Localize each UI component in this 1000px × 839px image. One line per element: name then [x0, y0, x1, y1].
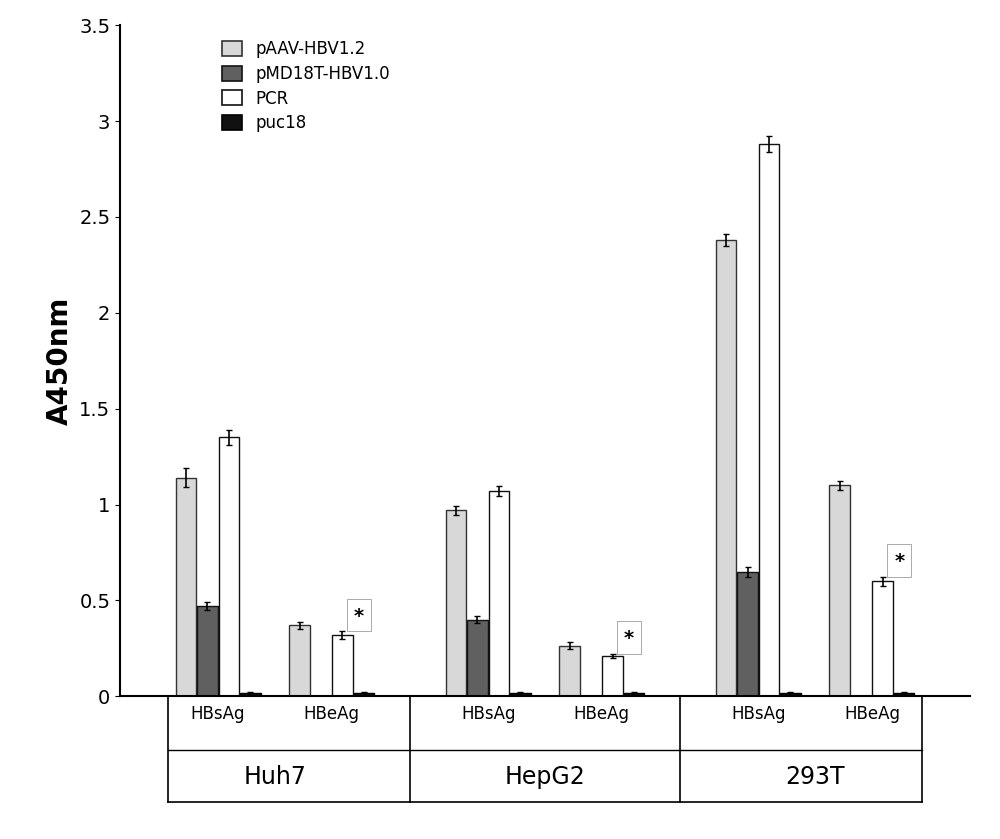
Bar	[219, 437, 239, 696]
FancyBboxPatch shape	[347, 598, 371, 631]
Text: HepG2: HepG2	[505, 765, 585, 789]
Text: Huh7: Huh7	[243, 765, 306, 789]
Bar	[289, 625, 310, 696]
FancyBboxPatch shape	[617, 621, 641, 654]
Legend: pAAV-HBV1.2, pMD18T-HBV1.0, PCR, puc18: pAAV-HBV1.2, pMD18T-HBV1.0, PCR, puc18	[222, 40, 390, 133]
Bar	[510, 693, 531, 696]
Bar	[489, 491, 509, 696]
Bar	[176, 477, 196, 696]
Bar	[872, 581, 893, 696]
Bar	[332, 635, 353, 696]
Text: 293T: 293T	[785, 765, 845, 789]
Bar	[602, 656, 623, 696]
Y-axis label: A450nm: A450nm	[46, 296, 74, 425]
Bar	[894, 693, 914, 696]
Text: *: *	[894, 552, 904, 571]
Bar	[624, 693, 644, 696]
Bar	[716, 240, 736, 696]
Bar	[240, 693, 261, 696]
Text: *: *	[624, 629, 634, 649]
Bar	[737, 571, 758, 696]
Bar	[467, 620, 488, 696]
Text: *: *	[354, 607, 364, 626]
Bar	[446, 510, 466, 696]
Bar	[759, 144, 779, 696]
Bar	[829, 486, 850, 696]
Bar	[354, 693, 374, 696]
Bar	[559, 645, 580, 696]
Bar	[197, 607, 218, 696]
Bar	[780, 693, 801, 696]
FancyBboxPatch shape	[887, 544, 911, 576]
